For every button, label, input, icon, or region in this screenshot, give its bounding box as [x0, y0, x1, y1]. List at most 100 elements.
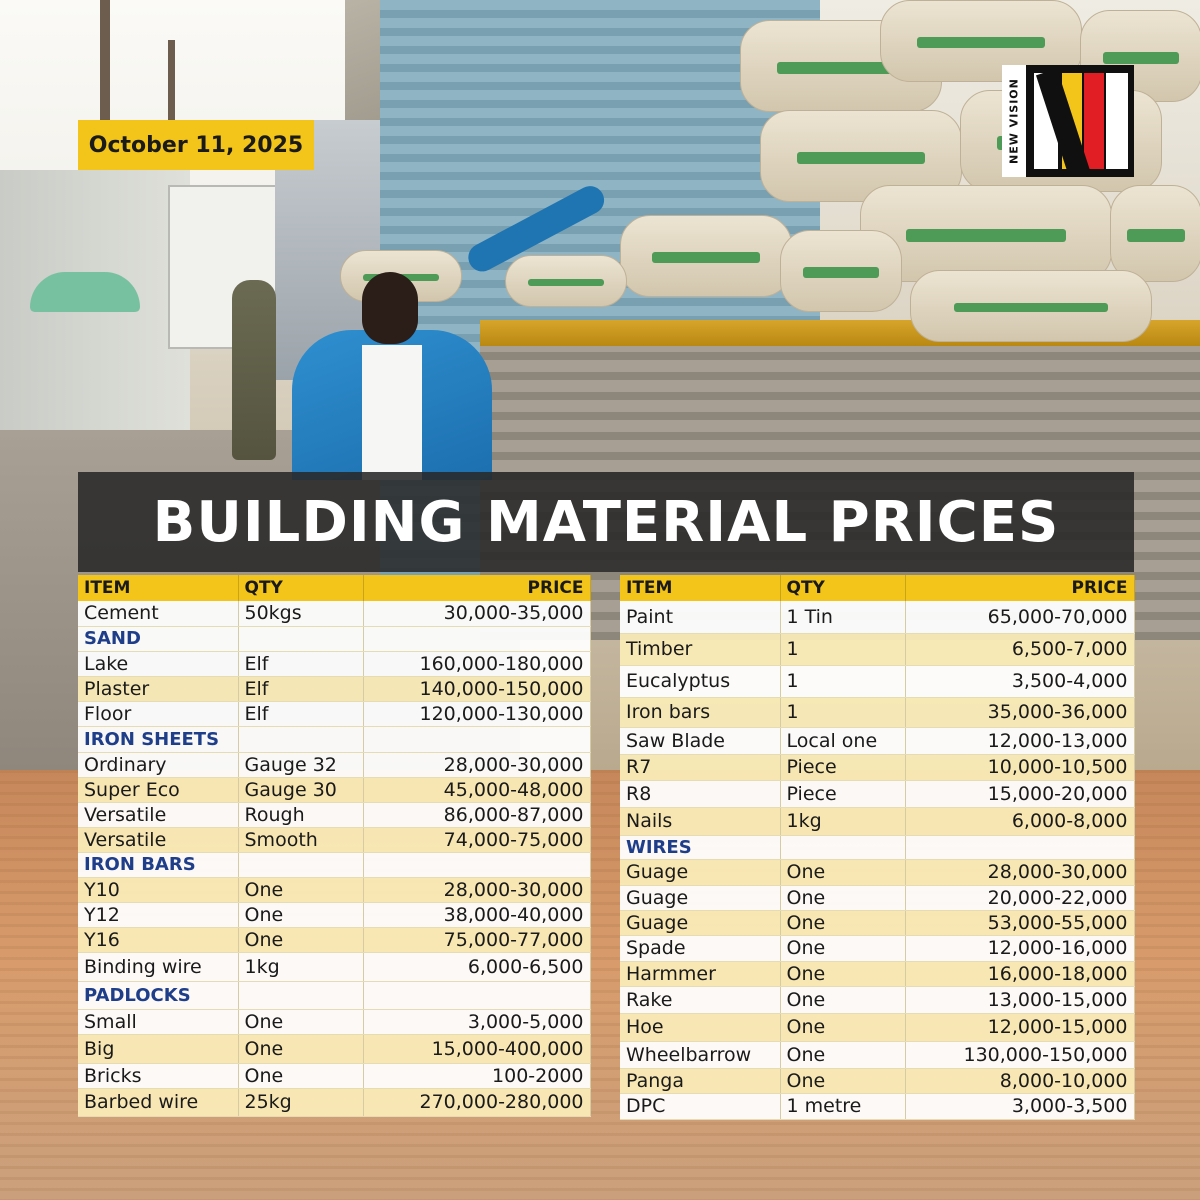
table-row: Barbed wire 25kg 270,000-280,000 — [78, 1088, 591, 1117]
cell-price — [363, 852, 591, 878]
cell-qty: One — [238, 877, 364, 903]
cement-bag — [505, 255, 627, 307]
table-row: Y12 One 38,000-40,000 — [78, 902, 591, 928]
cell-item: Big — [78, 1034, 239, 1064]
table-row: Eucalyptus 1 3,500-4,000 — [620, 665, 1135, 698]
cell-qty: 1 — [780, 633, 906, 666]
table-row: Panga One 8,000-10,000 — [620, 1068, 1135, 1094]
person-head — [362, 272, 418, 344]
table-row: Rake One 13,000-15,000 — [620, 986, 1135, 1014]
cell-item: Eucalyptus — [620, 665, 781, 698]
cement-bag — [1110, 185, 1200, 282]
table-row: Timber 1 6,500-7,000 — [620, 633, 1135, 666]
cell-price: 28,000-30,000 — [363, 877, 591, 903]
cell-item: R8 — [620, 780, 781, 808]
table-row: Lake Elf 160,000-180,000 — [78, 651, 591, 677]
cell-item: Lake — [78, 651, 239, 677]
person-shirt — [362, 345, 422, 480]
cell-qty: Rough — [238, 802, 364, 828]
cell-price: 75,000-77,000 — [363, 927, 591, 953]
price-table-right: ITEM QTY PRICE Paint 1 Tin 65,000-70,000 Ti… — [620, 575, 1135, 1120]
cell-item: DPC — [620, 1093, 781, 1120]
price-table-left: ITEM QTY PRICE Cement 50kgs 30,000-35,000 S… — [78, 575, 591, 1117]
table-row: Binding wire 1kg 6,000-6,500 — [78, 952, 591, 982]
cell-item: Bricks — [78, 1063, 239, 1089]
table-section-row: WIRES — [620, 835, 1135, 860]
cell-price: 12,000-15,000 — [905, 1013, 1135, 1042]
cell-qty: One — [780, 961, 906, 987]
cell-price: 100-2000 — [363, 1063, 591, 1089]
cell-qty: One — [780, 1013, 906, 1042]
cement-bag — [910, 270, 1152, 342]
cell-qty: One — [780, 885, 906, 911]
cell-price: 15,000-400,000 — [363, 1034, 591, 1064]
cell-item: Spade — [620, 935, 781, 962]
table-section-row: SAND — [78, 626, 591, 652]
cell-item: Rake — [620, 986, 781, 1014]
cell-price: 3,000-3,500 — [905, 1093, 1135, 1120]
cell-qty: Piece — [780, 780, 906, 808]
table-row: Guage One 53,000-55,000 — [620, 910, 1135, 936]
cell-item: Iron bars — [620, 697, 781, 728]
cement-bag — [780, 230, 902, 312]
cell-price — [363, 626, 591, 652]
cell-item: Nails — [620, 807, 781, 836]
cell-price: 3,000-5,000 — [363, 1009, 591, 1035]
page-title: BUILDING MATERIAL PRICES — [78, 472, 1134, 572]
cement-bag — [860, 185, 1112, 282]
cement-bag — [620, 215, 792, 297]
category-label: IRON BARS — [78, 852, 239, 878]
table-row: Ordinary Gauge 32 28,000-30,000 — [78, 752, 591, 778]
logo-text: NEW VISION — [1002, 65, 1026, 177]
table-body: Cement 50kgs 30,000-35,000 SAND Lake Elf 160,0… — [78, 601, 591, 1117]
cell-qty: Smooth — [238, 827, 364, 853]
cell-qty: One — [780, 935, 906, 962]
cell-item: Y12 — [78, 902, 239, 928]
cell-price: 20,000-22,000 — [905, 885, 1135, 911]
cell-item: Paint — [620, 601, 781, 634]
cell-qty: 1kg — [238, 952, 364, 982]
cell-item: Plaster — [78, 676, 239, 702]
cell-qty — [238, 981, 364, 1010]
table-row: Big One 15,000-400,000 — [78, 1034, 591, 1064]
table-row: Iron bars 1 35,000-36,000 — [620, 697, 1135, 728]
cell-item: Versatile — [78, 827, 239, 853]
cell-item: Floor — [78, 701, 239, 727]
cell-price: 10,000-10,500 — [905, 754, 1135, 781]
cell-item: Timber — [620, 633, 781, 666]
building — [0, 170, 190, 470]
header-item: ITEM — [620, 575, 781, 601]
category-label: SAND — [78, 626, 239, 652]
cell-item: Panga — [620, 1068, 781, 1094]
table-header-row: ITEM QTY PRICE — [620, 575, 1135, 601]
cell-qty: 1 metre — [780, 1093, 906, 1120]
cell-qty: One — [238, 927, 364, 953]
cell-qty — [780, 835, 906, 860]
header-price: PRICE — [905, 575, 1135, 601]
cell-qty: Elf — [238, 701, 364, 727]
cell-qty: One — [780, 1041, 906, 1069]
cell-item: Guage — [620, 859, 781, 886]
cell-price: 45,000-48,000 — [363, 777, 591, 803]
cell-qty: 1 Tin — [780, 601, 906, 634]
cell-price: 140,000-150,000 — [363, 676, 591, 702]
cell-qty: One — [780, 859, 906, 886]
cell-qty: 1 — [780, 697, 906, 728]
umbrella — [30, 272, 140, 312]
table-section-row: PADLOCKS — [78, 981, 591, 1010]
cell-price: 270,000-280,000 — [363, 1088, 591, 1117]
logo-mark — [1026, 65, 1134, 177]
cell-qty: One — [780, 986, 906, 1014]
table-body: Paint 1 Tin 65,000-70,000 Timber 1 6,500-7,00… — [620, 601, 1135, 1120]
cell-item: Y16 — [78, 927, 239, 953]
cell-item: Ordinary — [78, 752, 239, 778]
table-row: R8 Piece 15,000-20,000 — [620, 780, 1135, 808]
cell-qty: Local one — [780, 727, 906, 755]
cell-qty: 1kg — [780, 807, 906, 836]
cell-price: 38,000-40,000 — [363, 902, 591, 928]
cell-price: 35,000-36,000 — [905, 697, 1135, 728]
table-row: R7 Piece 10,000-10,500 — [620, 754, 1135, 781]
cell-price: 15,000-20,000 — [905, 780, 1135, 808]
table-section-row: IRON SHEETS — [78, 726, 591, 753]
cell-price: 28,000-30,000 — [363, 752, 591, 778]
